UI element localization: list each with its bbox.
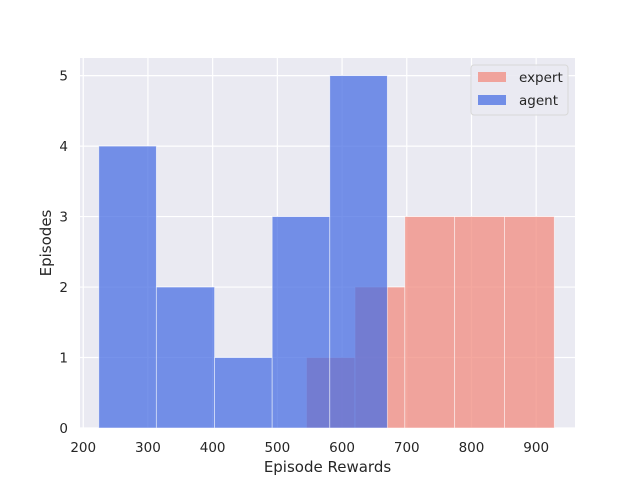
agent-bar bbox=[271, 216, 331, 429]
agent-bar bbox=[329, 75, 388, 429]
legend-swatch-agent bbox=[478, 95, 506, 105]
y-tick-labels: 0 1 2 3 4 5 bbox=[59, 69, 68, 437]
x-tick-label: 500 bbox=[264, 440, 290, 456]
y-tick-label: 1 bbox=[59, 351, 68, 367]
x-tick-label: 800 bbox=[459, 440, 485, 456]
x-tick-labels: 200 300 400 500 600 700 800 900 bbox=[70, 440, 549, 456]
x-tick-label: 600 bbox=[329, 440, 355, 456]
bars bbox=[98, 75, 555, 429]
agent-bar bbox=[214, 357, 273, 429]
expert-bar bbox=[504, 216, 555, 429]
legend-swatch-expert bbox=[478, 72, 506, 82]
agent-bar bbox=[98, 145, 157, 429]
x-tick-label: 300 bbox=[135, 440, 161, 456]
y-tick-label: 5 bbox=[59, 69, 68, 85]
legend-label-agent: agent bbox=[519, 93, 558, 109]
x-tick-label: 400 bbox=[200, 440, 226, 456]
x-tick-label: 200 bbox=[70, 440, 96, 456]
legend-label-expert: expert bbox=[519, 70, 563, 86]
y-axis-label: Episodes bbox=[37, 209, 55, 276]
y-tick-label: 0 bbox=[59, 421, 68, 437]
y-tick-label: 2 bbox=[59, 280, 68, 296]
expert-bar bbox=[404, 216, 456, 429]
x-tick-label: 700 bbox=[394, 440, 420, 456]
x-axis-label: Episode Rewards bbox=[264, 458, 392, 476]
y-tick-label: 3 bbox=[59, 210, 68, 226]
x-tick-label: 900 bbox=[523, 440, 549, 456]
agent-bar bbox=[155, 286, 215, 429]
expert-bar bbox=[454, 216, 505, 429]
y-tick-label: 4 bbox=[59, 139, 68, 155]
legend: expert agent bbox=[470, 64, 569, 116]
